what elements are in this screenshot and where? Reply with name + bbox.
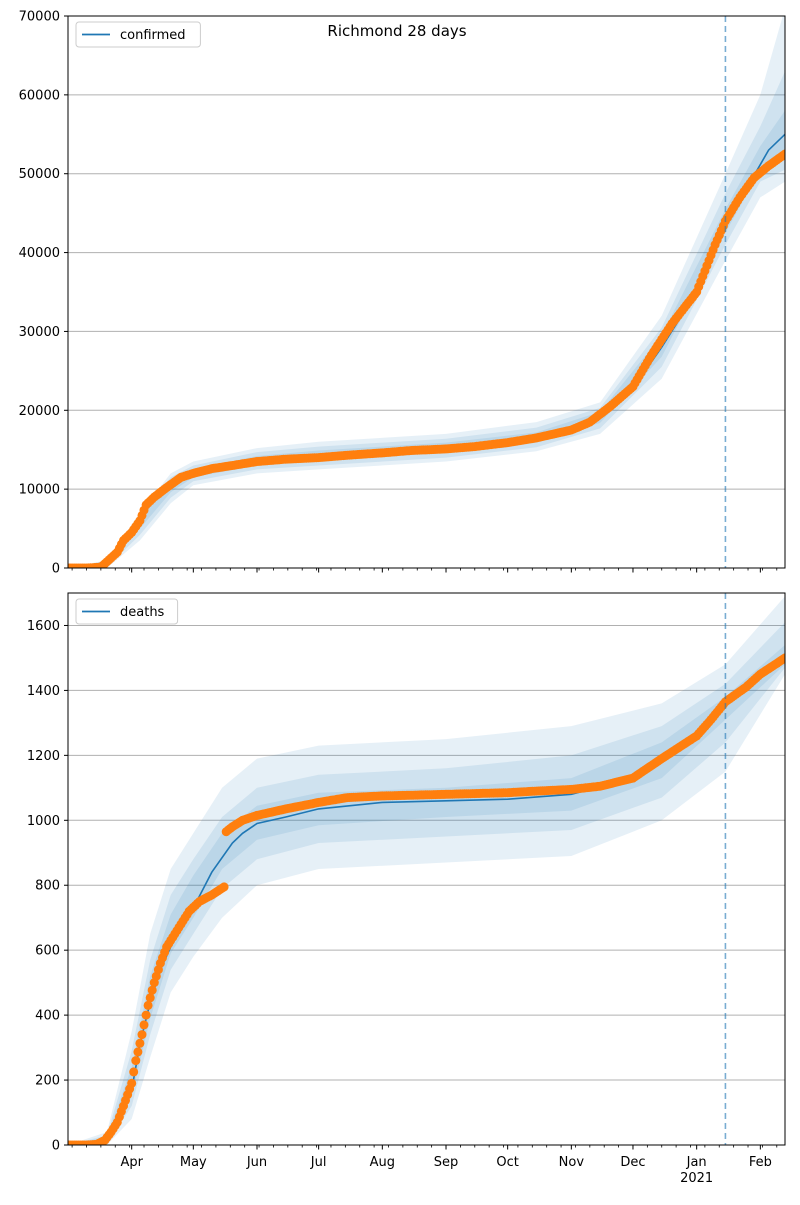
x-tick-label: Apr: [120, 1155, 143, 1170]
legend-box: [75, 21, 201, 48]
legend: deaths: [75, 598, 179, 625]
x-tick-label: May: [180, 1155, 207, 1170]
uncertainty-band-middle: [68, 622, 785, 1145]
y-tick-label: 600: [35, 944, 60, 959]
observed-point: [141, 1010, 151, 1020]
x-tick-label: Sep: [434, 1155, 459, 1170]
x-tick-label: Jul: [310, 1155, 327, 1170]
observed-point: [133, 1047, 143, 1057]
y-tick-label: 50000: [19, 167, 60, 182]
y-tick-label: 0: [52, 562, 60, 577]
observed-point: [135, 1038, 145, 1048]
x-tick-label: Jun: [246, 1155, 267, 1170]
y-tick-label: 30000: [19, 325, 60, 340]
y-tick-label: 40000: [19, 246, 60, 261]
plot-area: [68, 596, 785, 1145]
y-tick-label: 0: [52, 1139, 60, 1154]
y-tick-label: 800: [35, 879, 60, 894]
x-tick-label: Feb: [749, 1155, 772, 1170]
y-tick-label: 20000: [19, 404, 60, 419]
y-tick-label: 1200: [27, 749, 60, 764]
uncertainty-band-inner: [68, 645, 785, 1145]
y-tick-label: 70000: [19, 10, 60, 25]
observed-point: [145, 993, 155, 1003]
observed-point: [780, 653, 785, 663]
y-tick-label: 1600: [27, 619, 60, 634]
chart-title: Richmond 28 days: [327, 22, 466, 40]
observed-point: [143, 1000, 153, 1010]
panel-bottom: 0 200 400 600 800 1000 1200 1400 1600 Apr May Jun Ju…: [27, 592, 786, 1186]
x-tick-label: Dec: [620, 1155, 645, 1170]
observed-point: [147, 985, 157, 995]
observed-point: [131, 1056, 141, 1066]
y-tick-label: 200: [35, 1074, 60, 1089]
observed-point: [780, 149, 785, 159]
x-tick-label: Jan: [686, 1155, 707, 1170]
plot-frame: [67, 592, 786, 1146]
panel-top: 0 10000 20000 30000 40000 50000 60000 70000 conf…: [19, 10, 786, 577]
observed-point: [129, 1067, 139, 1077]
x-tick-label: Oct: [496, 1155, 518, 1170]
y-tick-label: 60000: [19, 88, 60, 103]
uncertainty-band-outer: [68, 596, 785, 1145]
uncertainty-band-outer: [68, 16, 785, 568]
legend-label: confirmed: [120, 28, 186, 43]
legend-label: deaths: [120, 605, 165, 620]
y-tick-label: 1000: [27, 814, 60, 829]
observed-point: [219, 882, 229, 892]
observed-point: [137, 1030, 147, 1040]
legend-box: [75, 598, 179, 625]
observed-point: [127, 1078, 137, 1088]
plot-area: [68, 16, 785, 568]
legend: confirmed: [75, 21, 201, 48]
plot-frame: [67, 15, 786, 569]
x-year-label: 2021: [680, 1171, 713, 1186]
y-tick-label: 1400: [27, 684, 60, 699]
series-line-confirmed: [68, 133, 785, 568]
y-tick-label: 10000: [19, 483, 60, 498]
y-tick-label: 400: [35, 1009, 60, 1024]
observed-point: [139, 1020, 149, 1030]
x-tick-label: Aug: [370, 1155, 395, 1170]
x-tick-label: Nov: [559, 1155, 585, 1170]
